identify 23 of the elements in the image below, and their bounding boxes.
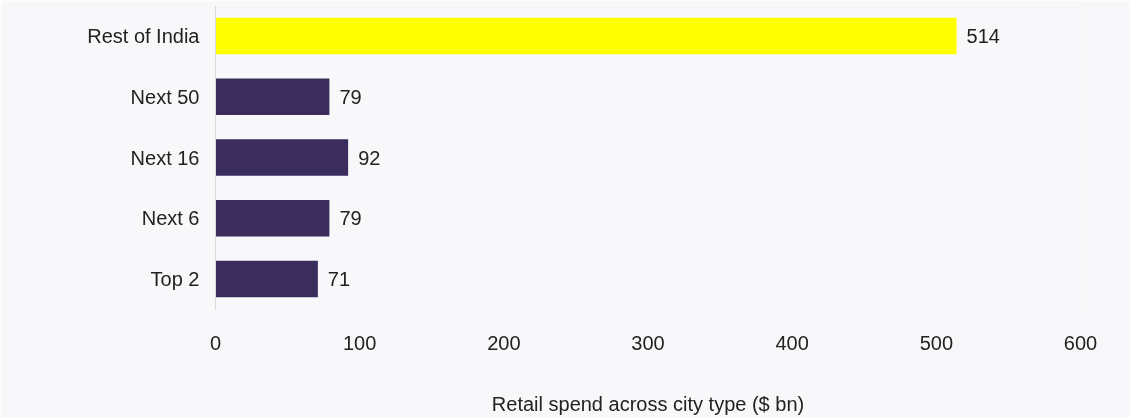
x-tick-label: 500 [919,331,954,354]
bar [215,17,957,55]
data-label: 92 [358,146,381,169]
data-label: 514 [966,24,1000,47]
y-tick-label: Next 50 [130,85,200,108]
y-tick-label: Rest of India [87,24,201,47]
x-tick-label: 200 [487,331,521,354]
y-tick-label: Top 2 [150,268,200,291]
bar [215,139,349,176]
x-axis-title: Retail spend across city type ($ bn) [491,392,805,415]
x-tick-label: 400 [775,331,809,354]
bar [215,200,330,237]
y-tick-label: Next 16 [130,146,200,169]
data-label: 79 [339,85,362,108]
data-label: 79 [339,207,362,230]
y-tick-label: Next 6 [141,207,200,230]
bar [215,78,330,115]
x-tick-label: 300 [631,331,665,354]
bar [215,260,318,298]
x-tick-label: 100 [342,331,377,354]
x-tick-label: 600 [1063,331,1098,354]
data-label: 71 [327,268,351,291]
x-tick-label: 0 [209,331,222,354]
